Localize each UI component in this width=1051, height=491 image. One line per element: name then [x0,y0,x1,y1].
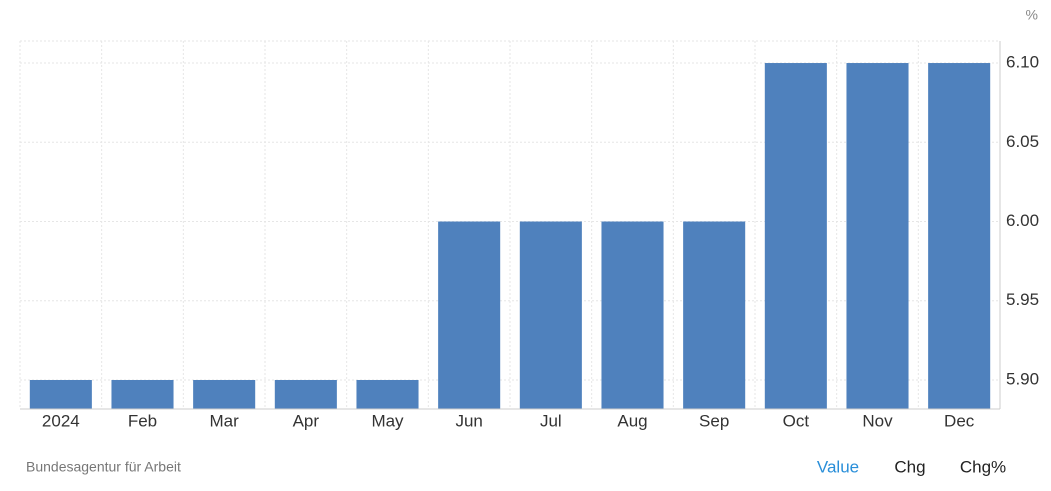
bar [764,63,827,409]
bar [29,379,92,409]
x-tick-label: Nov [862,411,893,430]
unit-label: % [1026,7,1038,23]
x-tick-label: Sep [699,411,729,430]
x-tick-label: Mar [210,411,240,430]
bar [601,221,664,409]
bar [274,379,337,409]
bar [193,379,256,409]
x-tick-label: May [371,411,404,430]
y-tick-label: 5.95 [1006,290,1039,309]
toggle-button[interactable]: Chg% [960,457,1006,476]
toggle-button[interactable]: Value [817,457,859,476]
x-tick-label: Jul [540,411,562,430]
x-tick-label: Jun [455,411,482,430]
bar [438,221,501,409]
x-tick-label: 2024 [42,411,80,430]
y-tick-label: 6.10 [1006,53,1039,72]
x-tick-label: Aug [617,411,647,430]
y-tick-label: 5.90 [1006,369,1039,388]
bar [519,221,582,409]
toggle-button[interactable]: Chg [894,457,925,476]
source: Bundesagentur für Arbeit [26,459,181,475]
x-tick-label: Feb [128,411,157,430]
y-tick-label: 6.05 [1006,132,1039,151]
bar [683,221,746,409]
bar [356,379,419,409]
x-tick-label: Apr [293,411,320,430]
x-tick-label: Oct [783,411,810,430]
bar [928,63,991,409]
y-tick-label: 6.00 [1006,211,1039,230]
bar [111,379,174,409]
bar [846,63,909,409]
x-tick-label: Dec [944,411,975,430]
